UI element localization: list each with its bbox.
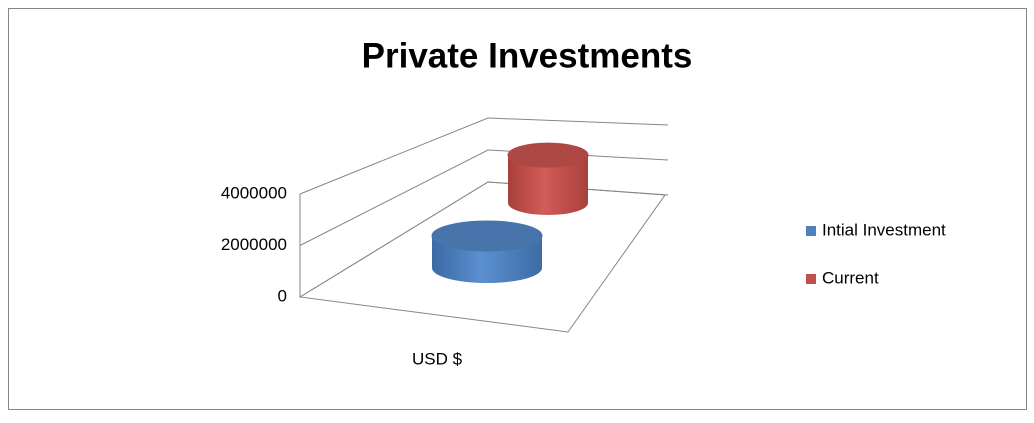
grid-line: [299, 149, 669, 246]
cylinder: [508, 155, 588, 215]
y-tick-label: 0: [278, 286, 287, 305]
grid-line: [299, 181, 669, 298]
x-tick-label: USD $: [412, 349, 463, 368]
legend-label: Intial Investment: [822, 220, 946, 239]
legend-label: Current: [822, 268, 879, 287]
grid-line: [299, 117, 669, 195]
y-tick-label: 4000000: [221, 183, 287, 202]
chart-title: Private Investments: [362, 36, 693, 75]
legend-swatch: [806, 226, 816, 236]
cylinder-top: [431, 220, 543, 252]
cylinder-top: [507, 142, 589, 168]
y-tick-label: 2000000: [221, 235, 287, 254]
legend-swatch: [806, 274, 816, 284]
